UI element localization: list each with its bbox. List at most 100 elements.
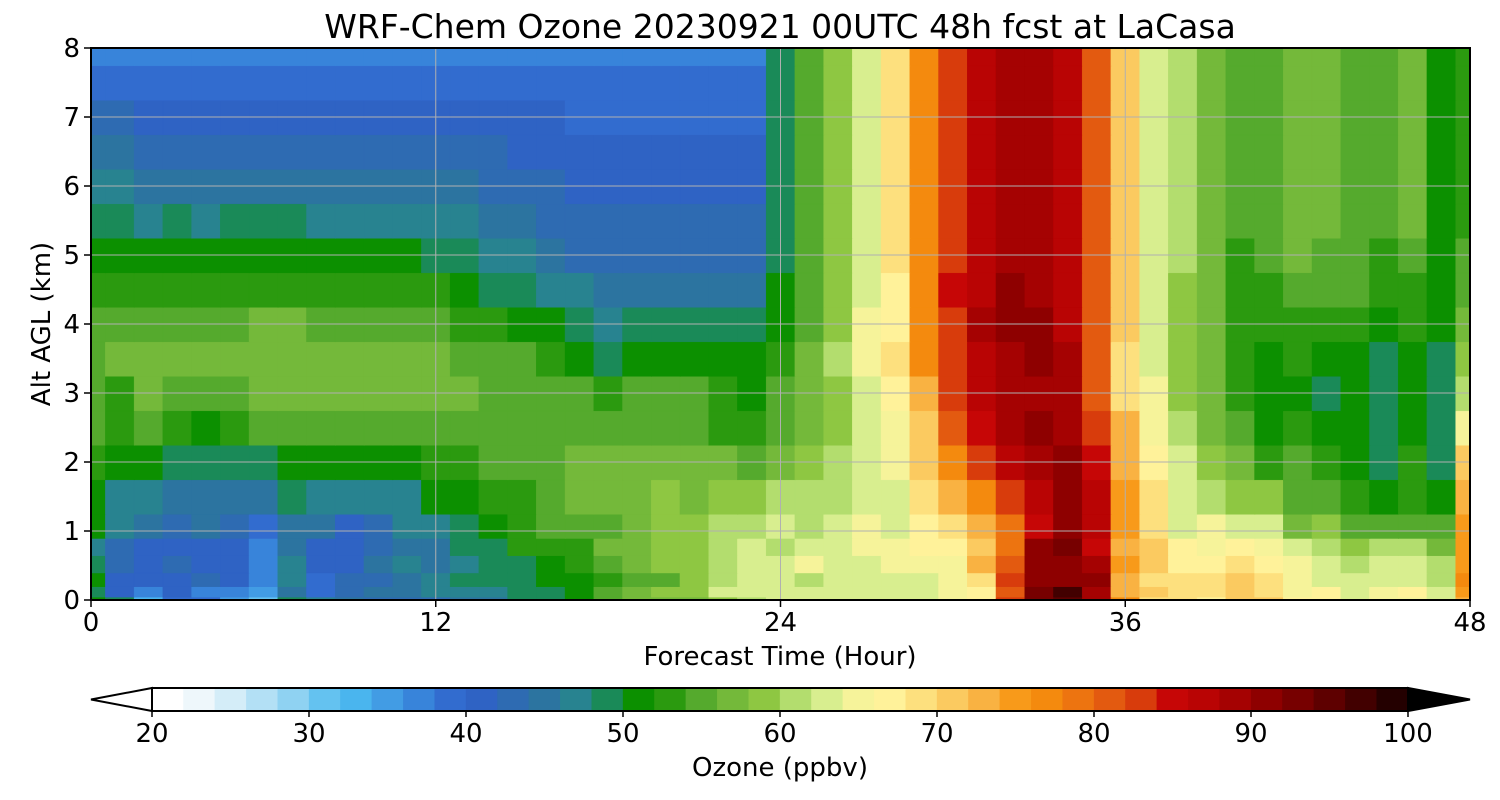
colorbar-swatch <box>842 687 875 712</box>
ozone-cell <box>651 341 681 377</box>
ozone-cell <box>306 513 336 539</box>
ozone-cell <box>449 479 480 515</box>
colorbar-swatch <box>1125 687 1158 712</box>
ozone-cell <box>91 554 107 574</box>
ozone-cell <box>133 479 164 515</box>
ozone-cell <box>191 272 222 308</box>
ozone-cell <box>995 65 1026 101</box>
ozone-cell <box>1455 203 1470 239</box>
ozone-cell <box>105 537 135 556</box>
ozone-cell <box>1369 272 1399 308</box>
ozone-cell <box>1254 537 1285 556</box>
ozone-cell <box>679 410 710 446</box>
ozone-cell <box>507 203 538 239</box>
ozone-cell <box>1455 65 1470 101</box>
ozone-cell <box>679 203 710 239</box>
ozone-cell <box>248 537 279 556</box>
ozone-cell <box>1225 513 1256 539</box>
ozone-cell <box>708 272 739 308</box>
ozone-cell <box>1369 65 1399 101</box>
ozone-cell <box>1139 203 1170 239</box>
ozone-cell <box>105 572 135 588</box>
ozone-cell <box>306 203 336 239</box>
ozone-cell <box>91 513 107 539</box>
ozone-cell <box>277 537 308 556</box>
ozone-cell <box>277 410 308 446</box>
ozone-cell <box>1426 410 1457 446</box>
ozone-cell <box>536 586 566 598</box>
ozone-cell <box>938 479 969 515</box>
ozone-cell <box>507 513 538 539</box>
ozone-cell <box>593 586 624 598</box>
ozone-cell <box>1024 479 1055 515</box>
ozone-cell <box>737 479 767 515</box>
ozone-cell <box>708 554 739 574</box>
ozone-cell <box>622 554 653 574</box>
ozone-cell <box>1455 479 1470 515</box>
ozone-cell <box>1053 572 1083 588</box>
ozone-cell <box>1139 341 1170 377</box>
ozone-cell <box>823 554 854 574</box>
ozone-cell <box>133 134 164 170</box>
ozone-cell <box>651 513 681 539</box>
ozone-cell <box>823 48 854 67</box>
ozone-cell <box>248 479 279 515</box>
colorbar-swatch <box>1313 687 1346 712</box>
ozone-cell <box>1081 513 1112 539</box>
ozone-cell <box>1196 48 1227 67</box>
ozone-cell <box>1053 554 1083 574</box>
ozone-cell <box>967 572 997 588</box>
ozone-cell <box>306 537 336 556</box>
ozone-cell <box>133 572 164 588</box>
ozone-cell <box>1139 479 1170 515</box>
ozone-cell <box>220 272 250 308</box>
y-tick-label: 0 <box>63 586 80 616</box>
ozone-cell <box>277 586 308 598</box>
colorbar-tick-label: 50 <box>606 719 639 749</box>
ozone-cell <box>105 479 135 515</box>
ozone-cell <box>794 513 825 539</box>
ozone-cell <box>622 479 653 515</box>
ozone-cell <box>1340 554 1371 574</box>
ozone-cell <box>1139 65 1170 101</box>
ozone-cell <box>564 572 595 588</box>
ozone-cell <box>478 48 509 67</box>
y-axis-label: Alt AGL (km) <box>27 242 57 406</box>
colorbar-tick-label: 90 <box>1234 719 1267 749</box>
ozone-cell <box>1369 479 1399 515</box>
ozone-cell <box>1283 513 1313 539</box>
ozone-cell <box>880 272 911 308</box>
ozone-cell <box>1254 572 1285 588</box>
colorbar-swatch <box>1282 687 1315 712</box>
x-tick-label: 24 <box>764 608 797 638</box>
ozone-cell <box>1168 537 1198 556</box>
ozone-cell <box>478 272 509 308</box>
ozone-cell <box>392 65 423 101</box>
colorbar-swatch <box>748 687 781 712</box>
ozone-cell <box>1196 134 1227 170</box>
ozone-cell <box>1369 554 1399 574</box>
ozone-cell <box>191 586 222 598</box>
ozone-cell <box>1254 554 1285 574</box>
ozone-cell <box>392 272 423 308</box>
ozone-cell <box>593 513 624 539</box>
ozone-cell <box>909 134 940 170</box>
ozone-cell <box>334 48 365 67</box>
ozone-cell <box>1369 410 1399 446</box>
ozone-cell <box>1024 572 1055 588</box>
y-tick-label: 5 <box>63 241 80 271</box>
ozone-cell <box>478 65 509 101</box>
ozone-cell <box>651 554 681 574</box>
ozone-cell <box>1426 479 1457 515</box>
ozone-cell <box>995 134 1026 170</box>
ozone-cell <box>1369 203 1399 239</box>
ozone-cell <box>679 341 710 377</box>
ozone-cell <box>1168 48 1198 67</box>
ozone-cell <box>1168 341 1198 377</box>
colorbar-extend-min <box>90 686 153 713</box>
ozone-cell <box>1168 513 1198 539</box>
ozone-cell <box>938 554 969 574</box>
ozone-cell <box>306 586 336 598</box>
ozone-cell <box>220 537 250 556</box>
ozone-cell <box>1196 537 1227 556</box>
